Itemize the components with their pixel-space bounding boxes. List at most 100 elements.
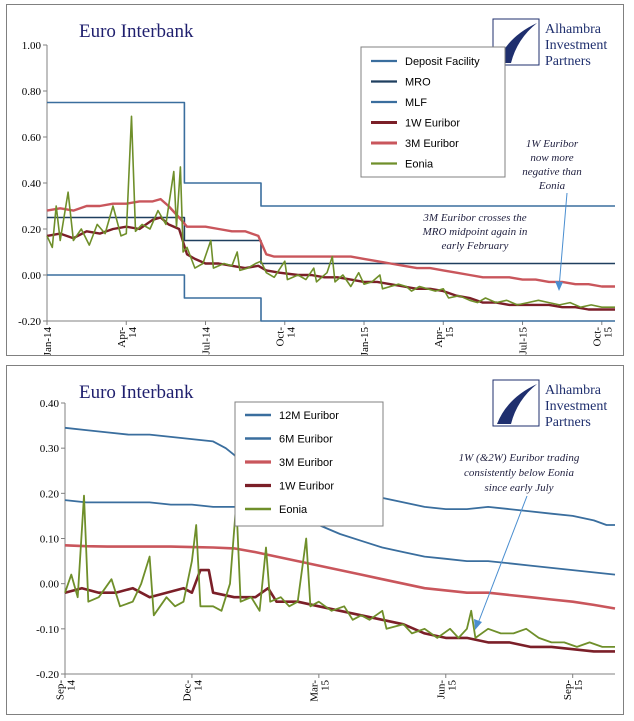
series-line-deposit-facility [47, 274, 615, 322]
series-line-3m-euribor [64, 544, 616, 610]
y-tick-label: 1.00 [22, 40, 42, 52]
x-tick-label: 14 [66, 680, 78, 692]
y-tick-label: 0.20 [22, 224, 42, 236]
series-line-6m-euribor [64, 499, 616, 576]
logo: Alhambra Investment Partners [492, 18, 607, 69]
logo-line-2: Investment [545, 38, 607, 53]
x-tick-label-group: Jul-15 [518, 327, 530, 355]
x-tick-label: 15 [446, 680, 458, 692]
x-tick-label-group: Jan-14 [42, 327, 54, 355]
x-tick-label-group: Jul-14 [201, 327, 213, 355]
annotation-1w-eonia: 1W (&2W) Euribor trading consistently be… [459, 452, 580, 630]
y-tick-label: 0.40 [22, 178, 42, 190]
y-tick-label: 0.80 [22, 86, 42, 98]
legend-box [360, 46, 506, 178]
chart-title: Euro Interbank [79, 382, 194, 403]
x-tick-label: Oct- [274, 327, 286, 347]
legend-label: Eonia [405, 159, 434, 171]
y-tick-label: 0.20 [40, 488, 60, 500]
legend-label: 3M Euribor [405, 138, 459, 150]
annotation-line: since early July [484, 482, 553, 494]
annotation-line: 1W Euribor [526, 138, 579, 150]
chart-bottom-svg: Euro Interbank Alhambra Investment Partn… [36, 379, 616, 702]
logo-line-3: Partners [545, 415, 591, 430]
x-tick-label-group: Oct- 15 [591, 327, 614, 347]
annotation-line: Eonia [538, 180, 566, 192]
arrow-head-icon [555, 281, 563, 291]
arrow-head-icon [474, 619, 482, 630]
chart-panel-bottom: Euro Interbank Alhambra Investment Partn… [6, 365, 624, 715]
x-tick-label: 14 [127, 327, 139, 339]
series-line-1w-euribor [64, 568, 615, 653]
x-tick-label: 15 [602, 327, 614, 339]
x-tick-label-group: Jan-15 [359, 327, 371, 355]
legend-label: 12M Euribor [279, 410, 339, 422]
x-tick-label: 15 [444, 327, 456, 339]
x-tick-label: 15 [573, 680, 585, 692]
x-tick-label: Jul-15 [518, 327, 530, 355]
x-tick-label-group: Apr- 15 [433, 327, 456, 348]
x-tick-label: Jul-14 [201, 327, 213, 355]
x-tick-label: Jan-15 [359, 327, 371, 355]
y-tick-label: 0.00 [22, 270, 42, 282]
annotation-arrow [476, 495, 528, 627]
x-tick-label: Oct- [591, 327, 603, 347]
y-tick-label: -0.20 [18, 316, 41, 328]
y-tick-label: -0.20 [36, 669, 59, 681]
legend-label: 3M Euribor [279, 457, 333, 469]
legend-bottom: 12M Euribor 6M Euribor 3M Euribor 1W Euribo… [234, 401, 384, 527]
x-tick-label-group: Apr- 14 [116, 327, 139, 348]
legend-top: Deposit Facility MRO MLF 1W Euribor 3M Eurib… [360, 46, 506, 178]
annotation-line: now more [530, 152, 573, 164]
legend-label: Deposit Facility [405, 56, 480, 68]
x-tick-label-group: Sep- 15 [562, 680, 585, 701]
x-tick-label: Sep- [562, 680, 574, 701]
legend-label: 1W Euribor [279, 481, 334, 493]
annotation-line: early February [442, 240, 509, 252]
series-line-mlf [47, 101, 615, 207]
series-line-eonia [64, 494, 615, 648]
chart-title: Euro Interbank [79, 21, 194, 42]
x-tick-label: Mar- [308, 680, 320, 702]
x-tick-label: Apr- [433, 327, 445, 348]
annotation-arrow [558, 192, 568, 289]
annotation-line: negative than [522, 166, 582, 178]
legend-label: Eonia [279, 504, 308, 516]
y-tick-label: -0.10 [36, 624, 59, 636]
x-tick-label-group: Mar- 15 [308, 680, 331, 702]
logo: Alhambra Investment Partners [492, 379, 607, 430]
x-tick-label-group: Jun- 15 [435, 680, 458, 699]
annotation-1w: 1W Euribor now more negative than Eonia [522, 138, 582, 291]
legend-box [234, 401, 384, 527]
x-tick-label: Sep- [55, 680, 67, 701]
annotation-line: 1W (&2W) Euribor trading [459, 452, 580, 464]
logo-line-1: Alhambra [545, 22, 602, 37]
logo-line-2: Investment [545, 399, 607, 414]
x-tick-label: Jun- [435, 680, 447, 699]
y-tick-label: 0.30 [40, 443, 60, 455]
chart-panel-top: Euro Interbank Alhambra Investment Partn… [6, 4, 624, 356]
legend-label: 6M Euribor [279, 434, 333, 446]
x-tick-label: 14 [192, 680, 204, 692]
x-tick-label-group: Oct- 14 [274, 327, 297, 347]
annotation-line: consistently below Eonia [464, 467, 574, 479]
x-tick-label: 14 [285, 327, 297, 339]
annotation-line: 3M Euribor crosses the [422, 212, 526, 224]
x-tick-label: Jan-14 [42, 327, 54, 355]
annotation-3m: 3M Euribor crosses the MRO midpoint agai… [422, 212, 528, 252]
series-line-3m-euribor [46, 197, 615, 288]
logo-swoosh [497, 384, 537, 424]
legend-label: MRO [405, 77, 431, 89]
x-tick-label: Dec- [181, 680, 193, 702]
logo-line-3: Partners [545, 54, 591, 69]
logo-swoosh [497, 23, 537, 63]
y-tick-label: 0.00 [40, 579, 60, 591]
annotation-line: MRO midpoint again in [422, 226, 528, 238]
x-tick-label: Apr- [116, 327, 128, 348]
legend-label: 1W Euribor [405, 118, 460, 130]
legend-label: MLF [405, 97, 427, 109]
logo-line-1: Alhambra [545, 383, 602, 398]
x-tick-label-group: Dec- 14 [181, 680, 204, 702]
y-tick-label: 0.60 [22, 132, 42, 144]
